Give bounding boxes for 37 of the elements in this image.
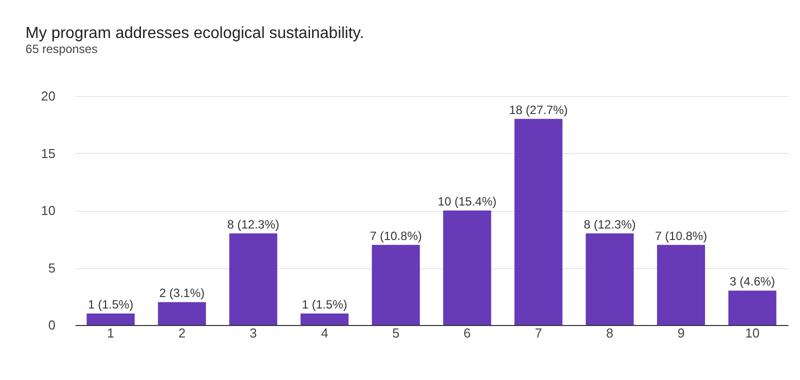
x-tick-label: 1 [107,326,114,340]
y-tick-label: 5 [48,260,56,276]
x-tick-label: 10 [745,326,760,340]
chart-title: My program addresses ecological sustainability. [26,25,364,42]
x-tick-label: 4 [320,326,328,340]
data-label: 8 (12.3%) [227,217,280,232]
bar [586,233,634,325]
data-label: 1 (1.5%) [302,298,348,312]
y-tick-label: 20 [41,88,56,104]
bar [372,244,420,325]
x-tick-label: 2 [178,326,186,340]
bar [728,290,776,325]
x-tick-label: 9 [677,326,685,340]
x-tick-label: 7 [534,326,542,340]
bar [300,314,349,325]
y-tick-label: 10 [41,203,56,218]
bar [657,244,706,325]
bar [514,118,562,325]
bar [443,210,492,325]
bar [229,233,278,325]
chart-subtitle: 65 responses [26,42,98,56]
x-tick-label: 5 [392,326,400,340]
data-label: 1 (1.5%) [88,298,134,312]
data-label: 3 (4.6%) [730,274,776,289]
y-tick-label: 15 [41,146,56,161]
x-tick-label: 8 [606,326,614,340]
data-label: 10 (15.4%) [438,194,496,208]
bar [158,302,206,325]
bar [86,314,135,325]
data-label: 7 (10.8%) [370,228,422,243]
x-tick-label: 6 [464,326,471,340]
data-label: 7 (10.8%) [655,228,708,243]
x-tick-label: 3 [250,326,257,340]
y-tick-label: 0 [48,318,56,332]
data-label: 8 (12.3%) [584,217,636,232]
data-label: 18 (27.7%) [509,102,568,117]
data-label: 2 (3.1%) [159,286,205,300]
